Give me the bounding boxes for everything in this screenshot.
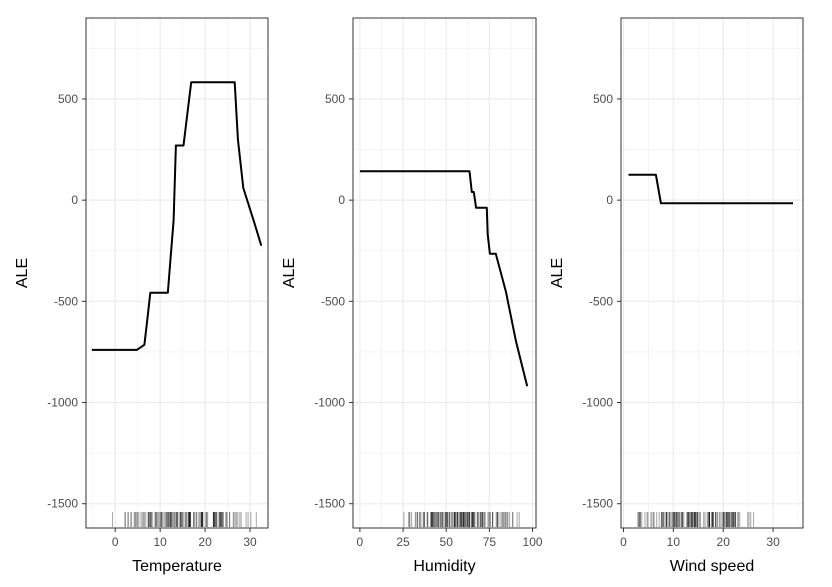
y-axis-title: ALE <box>549 258 566 288</box>
y-tick-label: 0 <box>71 193 78 207</box>
ale-panel-2: -1500 -1000 -500 0 500 0 25 50 75 100 Humidity ALE <box>281 17 543 575</box>
x-tick-label: 0 <box>620 535 627 549</box>
y-tick-label: 500 <box>325 92 345 106</box>
x-tick-label: 50 <box>440 535 454 549</box>
x-tick-label: 30 <box>766 535 780 549</box>
x-axis-title: Humidity <box>413 558 475 575</box>
x-tick-label: 30 <box>243 535 257 549</box>
panel-border <box>85 17 269 529</box>
rug-marks <box>403 512 520 527</box>
y-tick-label: 500 <box>593 92 613 106</box>
ale-panel-1: -1500 -1000 -500 0 500 0 10 20 30 Temperature ALE <box>14 17 269 575</box>
ale-panel-3: -1500 -1000 -500 0 500 0 10 20 30 Wind speed ALE <box>549 17 804 575</box>
x-axis-title: Temperature <box>132 558 222 575</box>
y-tick-label: -500 <box>589 294 613 308</box>
y-tick-label: -1000 <box>582 396 613 410</box>
ale-curve <box>359 170 529 387</box>
y-tick-label: -1500 <box>314 497 345 511</box>
y-axis-title: ALE <box>14 258 31 288</box>
panel-background <box>353 18 536 528</box>
x-axis-title: Wind speed <box>670 558 755 575</box>
panel-background <box>86 18 268 528</box>
x-tick-label: 0 <box>112 535 119 549</box>
y-tick-label: -1000 <box>314 396 345 410</box>
x-tick-label: 100 <box>523 535 543 549</box>
rug-marks <box>112 512 257 527</box>
y-tick-label: 0 <box>338 193 345 207</box>
y-tick-label: 500 <box>58 92 78 106</box>
y-tick-label: -500 <box>54 294 78 308</box>
y-tick-label: 0 <box>606 193 613 207</box>
panel-border <box>352 17 537 529</box>
panel-border <box>620 17 804 529</box>
x-tick-label: 10 <box>153 535 167 549</box>
x-tick-label: 20 <box>717 535 731 549</box>
x-tick-label: 10 <box>667 535 681 549</box>
x-tick-label: 75 <box>483 535 497 549</box>
x-tick-label: 0 <box>357 535 364 549</box>
y-tick-label: -1000 <box>47 396 78 410</box>
x-tick-label: 25 <box>396 535 410 549</box>
rug-marks <box>637 512 755 527</box>
x-tick-label: 20 <box>198 535 212 549</box>
y-tick-label: -1500 <box>582 497 613 511</box>
y-axis-title: ALE <box>281 258 298 288</box>
ale-curve <box>91 81 263 351</box>
y-tick-label: -1500 <box>47 497 78 511</box>
ale-curve <box>628 173 793 205</box>
y-tick-label: -500 <box>321 294 345 308</box>
